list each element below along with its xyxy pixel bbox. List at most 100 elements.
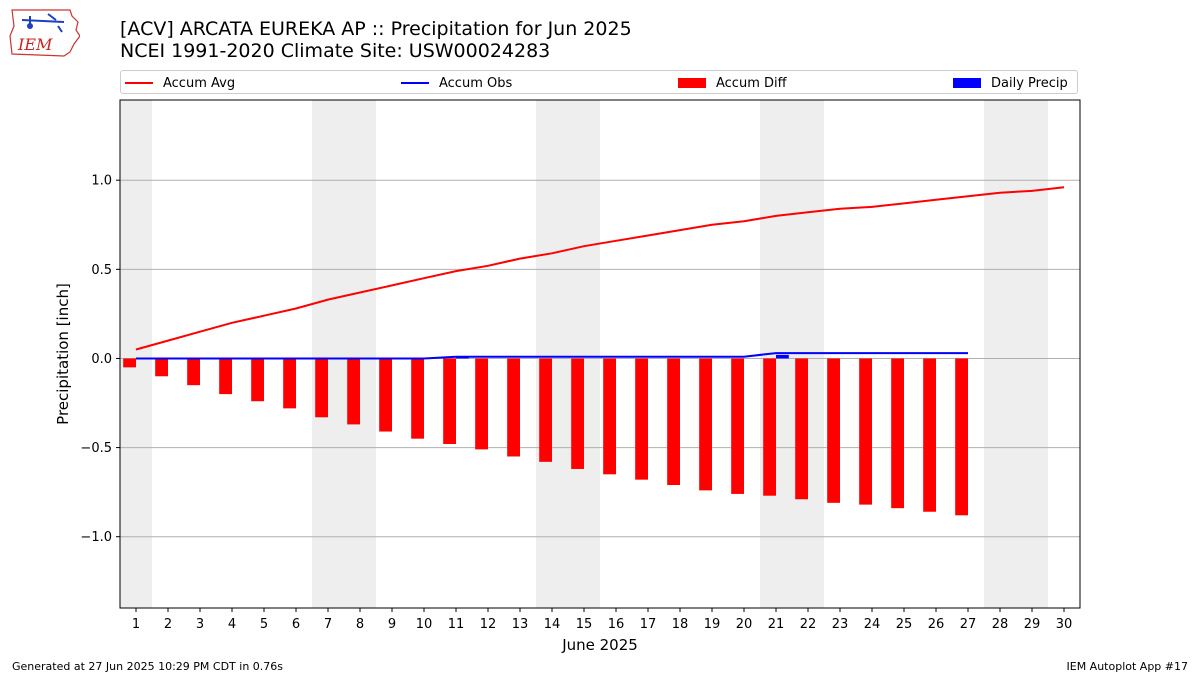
weekend-band-day-28 — [984, 100, 1016, 608]
legend-swatch-daily-precip — [953, 78, 981, 88]
daily-precip-bars — [456, 354, 789, 359]
accum-diff-bar-day-10 — [411, 358, 424, 439]
legend-item-accum-diff: Accum Diff — [678, 74, 787, 92]
legend-label-daily-precip: Daily Precip — [991, 75, 1068, 91]
plot-frame — [119, 99, 1081, 609]
accum-diff-bar-day-23 — [827, 358, 840, 503]
iem-logo: IEM — [9, 9, 80, 57]
x-axis-ticks: 1 2 3 4 5 6 7 8 9 10 11 12 13 14 15 16 17 18 19 20 21 22 23 24 2… — [132, 608, 1072, 632]
accum-diff-bar-day-13 — [507, 358, 520, 457]
weekend-band-day-7 — [312, 100, 344, 608]
y-tick-label: 0.5 — [91, 263, 112, 278]
legend-swatch-accum-avg — [125, 82, 153, 84]
y-tick-label: −0.5 — [80, 441, 112, 456]
y-tick-label: 1.0 — [91, 174, 112, 189]
y-axis-label: Precipitation [inch] — [54, 283, 72, 425]
accum-diff-bar-day-18 — [667, 358, 680, 486]
weekend-band-day-8 — [344, 100, 376, 608]
x-axis-label: June 2025 — [561, 636, 638, 654]
accum-diff-bar-day-24 — [859, 358, 872, 505]
x-tick-label: 4 — [228, 617, 236, 632]
logo-text: IEM — [17, 35, 53, 54]
accum-diff-bar-day-21 — [763, 358, 776, 496]
footer-generated-note: Generated at 27 Jun 2025 10:29 PM CDT in… — [12, 660, 284, 673]
x-tick-label: 23 — [832, 617, 849, 632]
accum-diff-bar-day-17 — [635, 358, 648, 480]
weekend-band-day-15 — [568, 100, 600, 608]
weekend-shading — [120, 100, 1048, 608]
y-axis-ticks: −1.0 −0.5 0.0 0.5 1.0 — [80, 174, 120, 545]
weekend-band-day-22 — [792, 100, 824, 608]
x-tick-label: 27 — [960, 617, 977, 632]
weather-vane-icon — [21, 13, 65, 33]
legend-label-accum-diff: Accum Diff — [716, 75, 787, 91]
x-tick-label: 7 — [324, 617, 332, 632]
daily-precip-bar-day-11 — [456, 356, 469, 359]
iowa-outline-icon — [9, 9, 80, 57]
accum-diff-bar-day-27 — [955, 358, 968, 516]
accum-diff-bar-day-9 — [379, 358, 392, 432]
accum-obs-line — [136, 352, 968, 360]
accum-diff-bar-day-8 — [347, 358, 360, 425]
legend-item-accum-avg: Accum Avg — [125, 74, 235, 92]
accum-diff-bar-day-5 — [251, 358, 264, 402]
accum-diff-bar-day-1 — [123, 358, 136, 368]
accum-diff-bar-day-14 — [539, 358, 552, 462]
accum-diff-bar-day-22 — [795, 358, 808, 500]
y-tick-label: 0.0 — [91, 352, 112, 367]
legend-label-accum-obs: Accum Obs — [439, 75, 513, 91]
chart-title: [ACV] ARCATA EUREKA AP :: Precipitation … — [120, 18, 632, 40]
series-lines — [135, 186, 1065, 360]
legend-swatch-accum-diff — [678, 78, 706, 88]
x-tick-label: 1 — [132, 617, 140, 632]
accum-diff-bar-day-6 — [283, 358, 296, 409]
x-tick-label: 25 — [896, 617, 913, 632]
weekend-band-day-14 — [536, 100, 568, 608]
footer-app-id: IEM Autoplot App #17 — [1066, 660, 1189, 673]
x-tick-label: 26 — [928, 617, 945, 632]
weekend-band-day-1 — [120, 100, 152, 608]
accum-diff-bar-day-4 — [219, 358, 232, 395]
x-tick-label: 8 — [356, 617, 364, 632]
accum-diff-bar-day-26 — [923, 358, 936, 512]
accum-diff-bar-day-16 — [603, 358, 616, 475]
accum-avg-line — [135, 186, 1065, 351]
accum-diff-bars — [123, 358, 968, 516]
accum-diff-bar-day-15 — [571, 358, 584, 469]
weekend-band-day-29 — [1016, 100, 1048, 608]
x-tick-label: 6 — [292, 617, 300, 632]
x-tick-label: 20 — [736, 617, 753, 632]
accum-diff-bar-day-7 — [315, 358, 328, 418]
x-tick-label: 12 — [480, 617, 497, 632]
x-tick-label: 19 — [704, 617, 721, 632]
accum-diff-bar-day-3 — [187, 358, 200, 386]
accum-diff-bar-day-20 — [731, 358, 744, 494]
x-tick-label: 21 — [768, 617, 785, 632]
x-tick-label: 13 — [512, 617, 529, 632]
daily-precip-bar-day-21 — [776, 354, 789, 359]
accum-diff-bar-day-25 — [891, 358, 904, 509]
legend-item-accum-obs: Accum Obs — [401, 74, 512, 92]
chart-legend: Accum Avg Accum Obs Accum Diff Daily Pre… — [120, 70, 1078, 94]
accum-diff-bar-day-19 — [699, 358, 712, 491]
accum-diff-bar-day-2 — [155, 358, 168, 377]
chart-subtitle: NCEI 1991-2020 Climate Site: USW00024283 — [120, 40, 551, 62]
x-tick-label: 2 — [164, 617, 172, 632]
x-tick-label: 29 — [1024, 617, 1041, 632]
legend-swatch-accum-obs — [401, 82, 429, 84]
x-tick-label: 24 — [864, 617, 881, 632]
x-tick-label: 18 — [672, 617, 689, 632]
x-tick-label: 14 — [544, 617, 561, 632]
x-tick-label: 5 — [260, 617, 268, 632]
x-tick-label: 10 — [416, 617, 433, 632]
gridlines — [120, 179, 1080, 538]
x-tick-label: 16 — [608, 617, 625, 632]
x-tick-label: 3 — [196, 617, 204, 632]
accum-diff-bar-day-11 — [443, 358, 456, 445]
x-tick-label: 9 — [388, 617, 396, 632]
weekend-band-day-21 — [760, 100, 792, 608]
legend-label-accum-avg: Accum Avg — [163, 75, 236, 91]
x-tick-label: 17 — [640, 617, 657, 632]
x-tick-label: 22 — [800, 617, 817, 632]
